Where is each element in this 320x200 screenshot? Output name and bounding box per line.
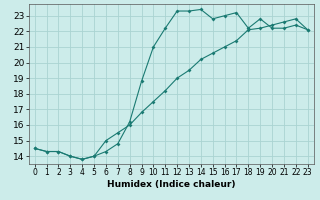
X-axis label: Humidex (Indice chaleur): Humidex (Indice chaleur) xyxy=(107,180,236,189)
